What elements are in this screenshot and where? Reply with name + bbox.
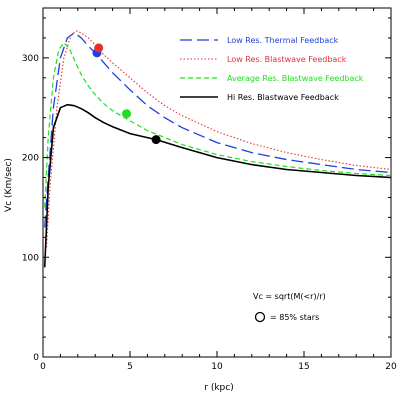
y-axis-label: Vc (Km/sec) [4, 158, 14, 212]
legend: Low Res. Thermal Feedback Low Res. Blastw… [180, 36, 364, 102]
y-tick-label: 0 [33, 353, 39, 363]
marker-layer [92, 43, 161, 145]
legend-label-average-res-blastwave-feedback: Average Res. Blastwave Feedback [227, 74, 364, 83]
x-tick-label: 20 [385, 362, 397, 372]
x-tick-label: 10 [211, 362, 223, 372]
series-layer [43, 30, 392, 268]
legend-label-low-res-thermal-feedback: Low Res. Thermal Feedback [227, 36, 339, 45]
x-tick-label: 0 [40, 362, 46, 372]
legend-label-hi-res-blastwave-feedback: Hi Res. Blastwave Feedback [227, 93, 339, 102]
x-axis-label: r (kpc) [204, 383, 233, 393]
legend-label-low-res-blastwave-feedback: Low Res. Blastwave Feedback [227, 55, 347, 64]
marker-average-res-blastwave-feedback [122, 109, 132, 119]
x-tick-label: 5 [127, 362, 133, 372]
y-tick-label: 300 [22, 54, 39, 64]
series-line-hi-res-blastwave-feedback [43, 103, 392, 268]
marker-hi-res-blastwave-feedback [151, 135, 161, 145]
series-line-average-res-blastwave-feedback [44, 42, 392, 208]
y-tick-label: 200 [22, 154, 39, 164]
series-line-low-res-blastwave-feedback [45, 30, 392, 248]
series-line-low-res-thermal-feedback [44, 32, 392, 228]
marker-legend-text: = 85% stars [270, 313, 319, 322]
x-tick-label: 15 [298, 362, 309, 372]
formula-annotation: Vc = sqrt(M(<r)/r) [253, 292, 326, 301]
marker-legend-circle [254, 311, 266, 323]
marker-low-res-blastwave-feedback [94, 43, 104, 53]
y-tick-label: 100 [22, 253, 39, 263]
